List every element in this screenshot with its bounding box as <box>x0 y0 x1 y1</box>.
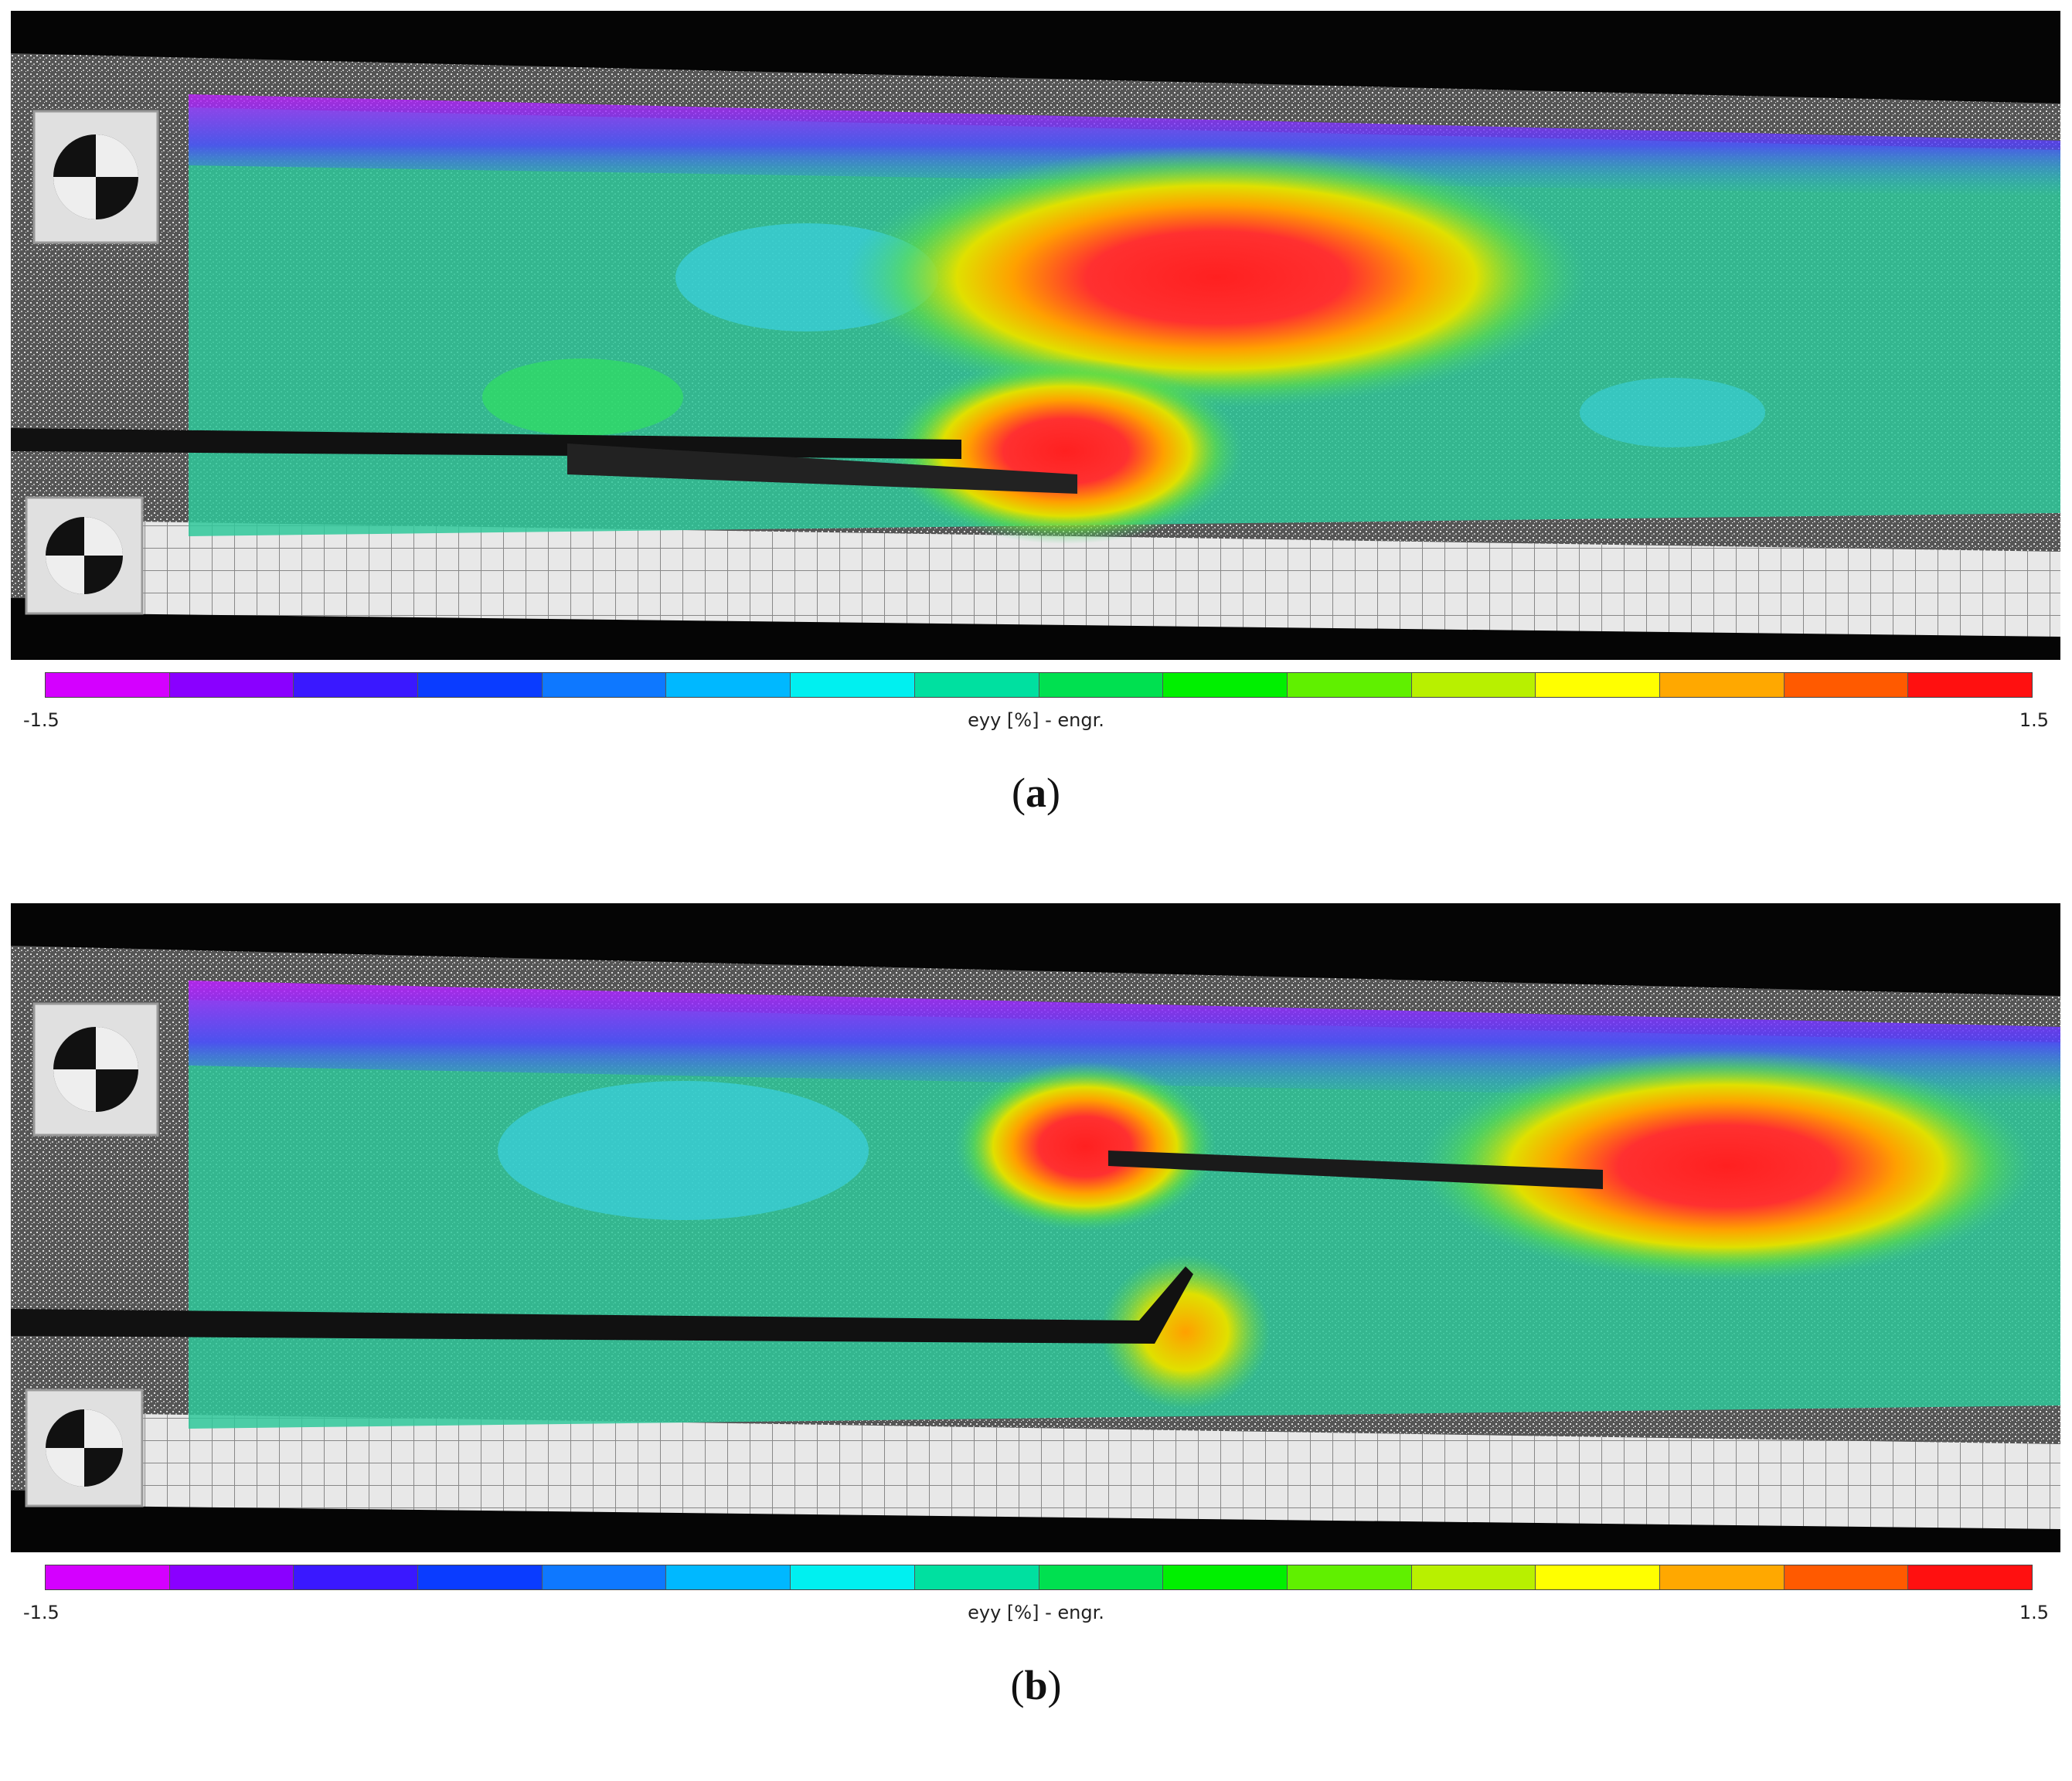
colorbar-segment <box>1784 673 1909 697</box>
panel-a: -1.5 eyy [%] - engr. 1.5 (a) <box>0 0 2072 889</box>
colorbar-segment <box>1039 673 1164 697</box>
colorbar-segment <box>542 673 667 697</box>
colorbar-max-label: 1.5 <box>2019 709 2049 731</box>
colorbar-title: eyy [%] - engr. <box>968 709 1104 731</box>
colorbar-segment <box>1163 1565 1288 1589</box>
colorbar-segment <box>1536 1565 1660 1589</box>
colorbar-segment <box>791 1565 915 1589</box>
colorbar-segment <box>1287 1565 1412 1589</box>
colorbar-segment <box>169 1565 294 1589</box>
colorbar-title: eyy [%] - engr. <box>968 1602 1104 1623</box>
colorbar-segment <box>1659 673 1785 697</box>
strain-field-image-b <box>11 903 2060 1552</box>
caption-b: (b) <box>1010 1662 1062 1708</box>
colorbar-segment <box>169 673 294 697</box>
panel-b: -1.5 eyy [%] - engr. 1.5 (b) <box>0 892 2072 1781</box>
colorbar-segment <box>1287 673 1412 697</box>
colorbar-segment <box>1411 673 1536 697</box>
colorbar-segment <box>914 1565 1039 1589</box>
colorbar-segment <box>418 1565 543 1589</box>
colorbar-segment <box>1908 1565 2032 1589</box>
colorbar-a <box>45 672 2033 698</box>
colorbar-segment <box>914 673 1039 697</box>
colorbar-segment <box>666 1565 791 1589</box>
colorbar-min-label: -1.5 <box>23 1602 60 1623</box>
strain-field-image-a <box>11 11 2060 660</box>
colorbar-segment <box>1659 1565 1785 1589</box>
colorbar-segment <box>46 673 170 697</box>
colorbar-segment <box>418 673 543 697</box>
colorbar-segment <box>666 673 791 697</box>
colorbar-segment <box>294 673 419 697</box>
colorbar-segment <box>791 673 915 697</box>
colorbar-segment <box>1411 1565 1536 1589</box>
colorbar-min-label: -1.5 <box>23 709 60 731</box>
colorbar-segment <box>1536 673 1660 697</box>
colorbar-segment <box>46 1565 170 1589</box>
colorbar-max-label: 1.5 <box>2019 1602 2049 1623</box>
colorbar-segment <box>1784 1565 1909 1589</box>
caption-a: (a) <box>1012 770 1060 816</box>
colorbar-segment <box>1163 673 1288 697</box>
colorbar-segment <box>1039 1565 1164 1589</box>
colorbar-segment <box>294 1565 419 1589</box>
colorbar-segment <box>1908 673 2032 697</box>
colorbar-b <box>45 1565 2033 1590</box>
colorbar-segment <box>542 1565 667 1589</box>
